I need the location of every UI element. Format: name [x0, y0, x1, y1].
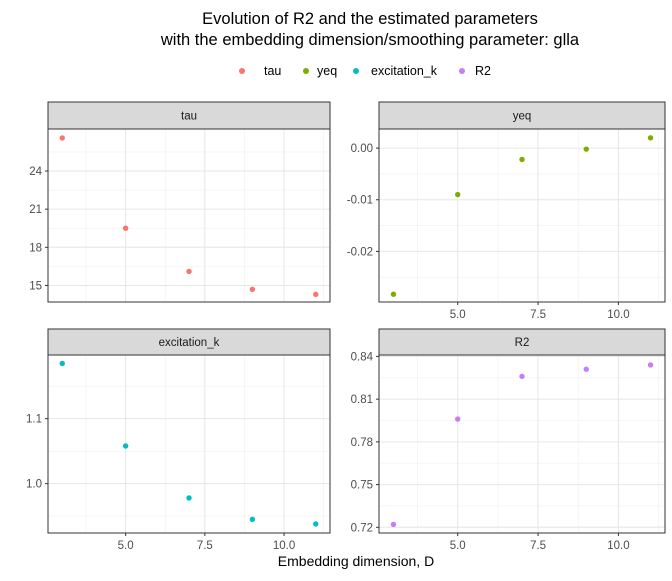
legend-marker-excitation_k [353, 68, 359, 74]
x-tick-label: 7.5 [530, 540, 546, 552]
chart-title-line1: Evolution of R2 and the estimated parame… [202, 10, 538, 28]
panel-border [47, 354, 331, 534]
panel-background [379, 129, 665, 302]
legend-label-tau: tau [264, 64, 281, 78]
data-point-excitation_k [186, 495, 192, 501]
data-point-yeq [647, 135, 654, 141]
facet-label-excitation_k: excitation_k [159, 337, 220, 349]
x-axis-label: Embedding dimension, D [278, 553, 434, 569]
y-tick-label: 1.0 [26, 479, 42, 491]
panel-background [379, 355, 665, 533]
panel-yeq: yeq -0.02 -0.01 0.00 5.0 7.5 10.0 [347, 101, 666, 321]
y-tick-label: 0.75 [351, 480, 373, 492]
legend-label-R2: R2 [475, 64, 491, 78]
data-point-excitation_k [313, 521, 319, 527]
y-tick-label: 18 [29, 242, 42, 254]
panel-R2: R2 0.72 0.75 0.78 0.81 0.84 5.0 7.5 10.0 [351, 328, 666, 552]
facet-label-R2: R2 [515, 337, 530, 349]
data-point-R2 [519, 373, 525, 380]
x-tick-label: 5.0 [450, 309, 466, 321]
data-point-tau [122, 225, 129, 231]
panel-background [48, 355, 330, 533]
legend-label-yeq: yeq [317, 64, 337, 78]
data-point-R2 [647, 362, 654, 368]
data-point-tau [186, 268, 192, 275]
panel-border [378, 354, 666, 534]
legend-label-excitation_k: excitation_k [371, 64, 438, 78]
x-tick-label: 10.0 [273, 540, 295, 552]
y-tick-label: -0.02 [347, 246, 373, 258]
x-tick-label: 10.0 [607, 309, 629, 321]
facet-strip [47, 328, 331, 356]
y-tick-label: 0.78 [351, 437, 373, 449]
data-point-excitation_k [59, 360, 65, 367]
facet-label-tau: tau [181, 111, 197, 123]
y-tick-label: 0.84 [351, 351, 374, 363]
data-point-tau [313, 291, 319, 298]
y-tick-label: 0.72 [351, 522, 373, 534]
panel-background [48, 129, 330, 302]
panel-tau: tau 15 18 21 24 [29, 101, 331, 303]
x-tick-label: 7.5 [530, 309, 546, 321]
y-tick-label: 0.81 [351, 394, 373, 406]
y-tick-label: 15 [29, 280, 42, 292]
y-tick-label: -0.01 [347, 195, 373, 207]
x-tick-label: 5.0 [450, 540, 466, 552]
data-point-R2 [583, 366, 589, 372]
x-tick-label: 7.5 [197, 540, 213, 552]
data-point-yeq [455, 191, 461, 198]
data-point-yeq [583, 146, 589, 152]
y-tick-label: 24 [29, 166, 42, 178]
legend: tau yeq excitation_k R2 [239, 64, 491, 78]
panel-border [378, 128, 666, 303]
y-tick-label: 1.1 [26, 414, 42, 426]
data-point-tau [59, 135, 65, 141]
facet-label-yeq: yeq [513, 111, 532, 123]
data-point-yeq [519, 156, 525, 163]
y-tick-label: 21 [29, 204, 42, 216]
panel-excitation_k: excitation_k 1.0 1.1 5.0 7.5 10.0 [26, 328, 331, 552]
x-tick-label: 5.0 [118, 540, 134, 552]
panel-border [47, 128, 331, 303]
data-point-excitation_k [122, 443, 129, 449]
facet-strip [378, 328, 666, 356]
facet-strip [378, 101, 666, 130]
data-point-R2 [390, 521, 397, 528]
data-point-excitation_k [249, 516, 256, 523]
data-point-R2 [455, 416, 461, 422]
legend-marker-R2 [459, 68, 465, 74]
x-tick-label: 10.0 [607, 540, 629, 552]
data-point-tau [249, 286, 256, 292]
legend-marker-tau [239, 68, 245, 74]
legend-marker-yeq [303, 68, 309, 74]
data-point-yeq [390, 291, 397, 297]
chart-title-line2: with the embedding dimension/smoothing p… [160, 31, 580, 49]
facet-strip [47, 101, 331, 130]
y-tick-label: 0.00 [351, 143, 373, 155]
